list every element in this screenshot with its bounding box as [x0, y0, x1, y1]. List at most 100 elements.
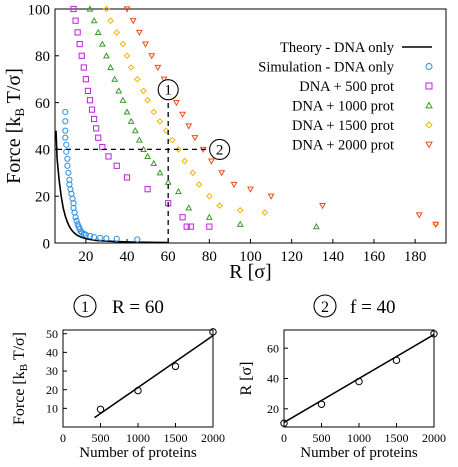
- data-point: [164, 178, 172, 185]
- panel-1-y-axis-label-text: Force [k: [11, 371, 28, 425]
- data-point: [70, 5, 77, 13]
- main-legend: Theory - DNA only Simulation - DNA only DN…: [258, 40, 433, 154]
- data-point: [185, 123, 193, 130]
- data-point: [113, 162, 120, 169]
- p1-data-point: [171, 362, 180, 371]
- main-x-tick-label: 60: [161, 249, 176, 265]
- legend-entry-label: Simulation - DNA only: [258, 60, 394, 76]
- legend-entry-label: Theory - DNA only: [280, 40, 395, 56]
- legend-entry-label: DNA + 1500 prot: [292, 118, 394, 134]
- series-1: [62, 108, 141, 243]
- data-point: [236, 220, 244, 227]
- main-y-tick-label: 60: [35, 96, 50, 112]
- data-point: [86, 97, 94, 104]
- data-point: [175, 187, 182, 195]
- main-y-tick-label: 20: [35, 189, 50, 205]
- data-point: [107, 63, 115, 71]
- p2-data-point: [392, 356, 401, 365]
- data-point: [62, 134, 69, 141]
- data-point: [80, 64, 87, 71]
- p1-x-tick-label: 500: [92, 431, 110, 445]
- data-point: [64, 162, 71, 169]
- main-x-tick-label: 120: [280, 249, 303, 265]
- data-point: [129, 18, 137, 25]
- data-point: [127, 117, 135, 124]
- data-point: [206, 192, 213, 200]
- legend-marker-swatch: [425, 82, 433, 90]
- legend-entry-label: DNA + 500 prot: [299, 79, 394, 95]
- data-point: [131, 127, 139, 134]
- data-point: [181, 157, 188, 165]
- main-y-axis-label-tail: T/σ]: [3, 68, 25, 108]
- legend-marker-swatch: [425, 63, 433, 70]
- p1-y-tick-label: 40: [46, 346, 58, 360]
- data-point: [123, 174, 131, 181]
- data-point: [119, 96, 127, 103]
- main-axis-ticks: 20 40 60 80 100 120 140 160 180 0 20 40 60 80 100: [28, 2, 427, 265]
- data-point: [319, 202, 326, 210]
- p2-y-tick-label: 60: [267, 341, 279, 355]
- data-point: [195, 181, 203, 188]
- data-point: [98, 40, 106, 47]
- data-point: [172, 100, 180, 107]
- panel-1-y-axis-label-tail: T/σ]: [11, 332, 28, 364]
- p1-data-point: [134, 386, 142, 395]
- data-point: [74, 29, 81, 36]
- main-x-tick-label: 20: [78, 249, 93, 265]
- series-4: [103, 5, 440, 228]
- data-point: [160, 76, 168, 83]
- data-point: [94, 28, 102, 35]
- data-point: [127, 64, 135, 71]
- marker-1-label: 1: [164, 83, 172, 99]
- p2-x-tick-label: 1500: [385, 431, 409, 445]
- data-point: [191, 135, 199, 142]
- panel-1-x-axis-label: Number of proteins: [79, 445, 197, 461]
- data-point: [142, 41, 149, 48]
- panel-2-header-index: 2: [321, 299, 329, 316]
- data-point: [267, 193, 275, 200]
- legend-marker-swatch: [425, 141, 433, 149]
- p2-y-tick-label: 40: [267, 372, 279, 386]
- panel-1-plot-frame: [62, 329, 214, 428]
- data-point: [261, 209, 269, 216]
- data-point: [175, 146, 182, 153]
- data-point: [76, 41, 83, 48]
- data-point: [140, 87, 147, 95]
- panel-1-header-index: 1: [81, 299, 89, 316]
- data-point: [72, 17, 79, 24]
- data-point: [62, 118, 69, 125]
- p1-data-point: [209, 328, 217, 336]
- panel-2-axis-ticks: 0 500 1000 1500 2000 20 40 60: [267, 341, 446, 445]
- data-point: [70, 200, 77, 207]
- data-point: [183, 223, 190, 230]
- panel-1-y-axis-label: Force [kB T/σ]: [11, 332, 30, 425]
- data-point: [168, 136, 176, 144]
- data-point: [82, 76, 89, 83]
- data-point: [72, 214, 79, 221]
- data-point: [111, 75, 119, 82]
- panel-1-axis-ticks: 0 500 1000 1500 2000 10 20 30 40 50: [46, 327, 225, 445]
- data-point: [62, 127, 69, 134]
- data-point: [123, 52, 131, 60]
- data-point: [179, 214, 186, 221]
- marker-2-circle: [209, 138, 231, 160]
- p2-x-tick-label: 2000: [422, 431, 446, 445]
- panel-2-plot-area: [280, 330, 438, 427]
- data-point: [90, 17, 98, 24]
- panel-2-x-axis-label: Number of proteins: [300, 445, 418, 461]
- p1-y-tick-label: 10: [46, 402, 58, 416]
- data-point: [62, 108, 69, 116]
- data-point: [107, 17, 114, 25]
- data-point: [432, 221, 440, 228]
- main-y-axis-label-sub: B: [12, 108, 27, 117]
- p1-x-tick-label: 2000: [201, 431, 225, 445]
- data-point: [207, 158, 215, 165]
- data-point: [86, 232, 94, 240]
- main-x-tick-label: 100: [239, 249, 262, 265]
- data-point: [123, 6, 131, 13]
- data-point: [65, 169, 72, 176]
- main-x-axis-label: R [σ]: [229, 261, 271, 283]
- data-point: [78, 52, 85, 59]
